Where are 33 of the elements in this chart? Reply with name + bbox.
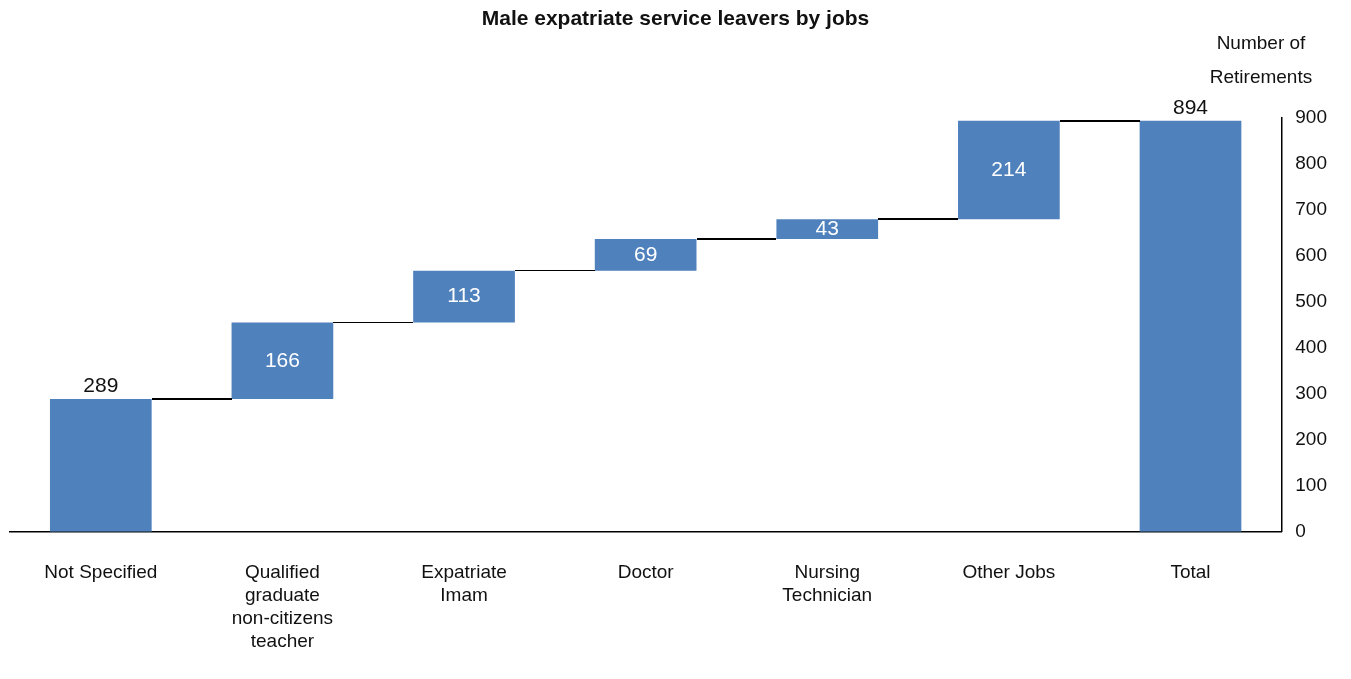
x-tick-label: Qualified graduate non-citizens teacher xyxy=(231,561,334,651)
bar xyxy=(776,219,879,239)
x-tick-label: Expatriate Imam xyxy=(421,561,507,606)
y-tick-label: 900 xyxy=(1295,106,1327,128)
data-label: 69 xyxy=(633,241,658,265)
x-tick-label: Other Jobs xyxy=(962,561,1056,583)
y-tick-label: 0 xyxy=(1295,520,1306,542)
y-axis-title: Number of Retirements xyxy=(1208,31,1314,89)
y-tick-label: 800 xyxy=(1295,152,1327,174)
bar xyxy=(1139,120,1242,532)
y-tick-label: 600 xyxy=(1295,244,1327,266)
data-label: 166 xyxy=(264,347,300,371)
x-tick-label: Doctor xyxy=(617,561,675,583)
bar xyxy=(958,120,1060,220)
data-label: 43 xyxy=(815,215,839,239)
x-tick-label: Nursing Technician xyxy=(782,561,873,606)
bar xyxy=(231,322,334,399)
x-tick-label: Total xyxy=(1170,561,1211,583)
data-label: 894 xyxy=(1172,95,1209,119)
data-label: 214 xyxy=(991,156,1027,180)
y-tick-label: 300 xyxy=(1295,382,1327,404)
bar xyxy=(594,238,697,271)
bar xyxy=(49,398,152,532)
y-tick-label: 500 xyxy=(1295,290,1327,312)
x-tick-label: Not Specified xyxy=(44,561,158,583)
chart-title: Male expatriate service leavers by jobs xyxy=(480,6,871,30)
data-label: 113 xyxy=(447,283,481,307)
y-tick-label: 700 xyxy=(1295,198,1327,220)
y-tick-label: 400 xyxy=(1295,336,1327,358)
y-tick-label: 100 xyxy=(1295,474,1327,496)
y-tick-label: 200 xyxy=(1295,428,1327,450)
data-label: 289 xyxy=(83,373,119,397)
bar xyxy=(413,270,515,323)
